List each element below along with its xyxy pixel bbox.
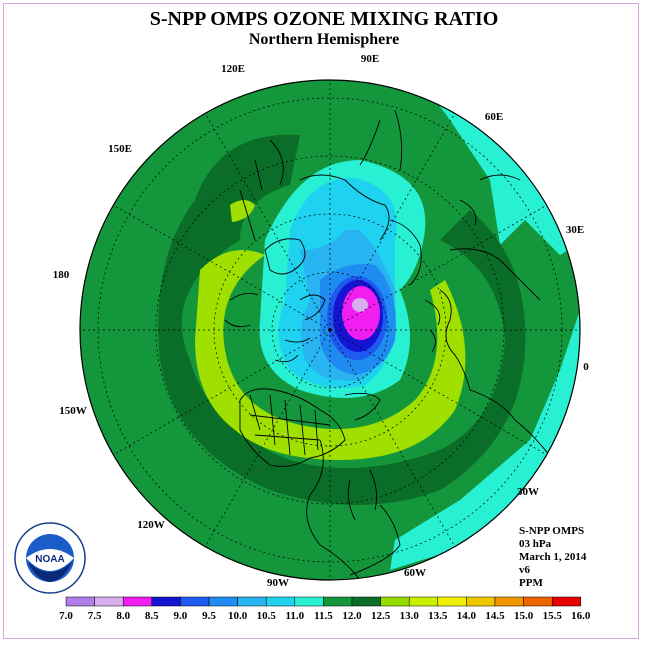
colorbar-swatch [323,596,353,607]
field-lavender [352,298,368,312]
colorbar-swatch [180,596,210,607]
info-units: PPM [519,577,543,589]
colorbar-tick-label: 9.5 [202,610,216,622]
field-lime-island [230,200,255,222]
lon-label-120w: 120W [137,519,165,531]
colorbar-swatch [494,596,524,607]
lon-label-120e: 120E [221,63,245,75]
colorbar-swatch [208,596,238,607]
colorbar-tick-label: 11.5 [314,610,333,622]
lon-label-60w: 60W [404,567,426,579]
colorbar-swatch [351,596,381,607]
coastlines [224,109,561,580]
lon-label-60e: 60E [485,111,503,123]
colorbar-tick-labels: 7.0 7.5 8.0 8.5 9.0 9.5 10.0 10.5 11.0 11.5 12.0 12… [59,610,591,622]
logo-text: NOAA [35,554,64,565]
ozone-field [80,80,580,580]
lon-label-90e: 90E [361,53,379,65]
info-block: S-NPP OMPS 03 hPa March 1, 2014 v6 PPM [519,525,586,590]
colorbar-tick-label: 7.5 [88,610,102,622]
lon-label-30e: 30E [566,224,584,236]
colorbar-tick-label: 13.0 [400,610,420,622]
colorbar-swatch [122,596,153,607]
info-instrument: S-NPP OMPS [519,525,585,537]
graticule [80,80,580,580]
lon-label-180: 180 [53,269,70,281]
colorbar-tick-label: 13.5 [428,610,448,622]
colorbar-swatch [551,596,582,607]
map-title: S-NPP OMPS OZONE MIXING RATIO [149,8,499,30]
colorbar-tick-label: 15.5 [543,610,563,622]
colorbar-tick-label: 16.0 [571,610,591,622]
colorbar-swatch [408,596,439,607]
noaa-logo: NOAA [14,522,86,594]
colorbar-tick-label: 14.5 [485,610,505,622]
logo-bird-shape [26,549,74,571]
field-magenta [342,286,380,340]
lon-label-150e: 150E [108,143,132,155]
lon-label-150w: 150W [59,405,87,417]
colorbar: 7.0 7.5 8.0 8.5 9.0 9.5 10.0 10.5 11.0 11.5 12.0 12… [59,596,591,622]
lon-label-30w: 30W [517,486,539,498]
colorbar-tick-label: 9.0 [174,610,188,622]
colorbar-swatch [237,596,267,607]
colorbar-tick-label: 10.0 [228,610,248,622]
info-date: March 1, 2014 [519,551,587,563]
colorbar-tick-label: 8.0 [116,610,130,622]
colorbar-swatch [65,596,95,607]
field-lime-ring [195,250,466,460]
colorbar-swatch [265,596,296,607]
colorbar-swatch [151,596,181,607]
colorbar-swatch [94,596,124,607]
colorbar-swatch [380,596,410,607]
globe-outline [79,79,581,581]
logo-lower-wave [28,562,72,582]
lon-label-0: 0 [583,361,589,373]
colorbar-swatches [65,596,582,607]
colorbar-tick-label: 12.5 [371,610,391,622]
colorbar-swatch [466,596,496,607]
colorbar-tick-label: 11.0 [285,610,304,622]
colorbar-swatch [523,596,553,607]
colorbar-tick-label: 12.0 [342,610,362,622]
info-version: v6 [519,564,530,576]
colorbar-tick-label: 10.5 [257,610,277,622]
colorbar-tick-label: 8.5 [145,610,159,622]
colorbar-tick-label: 14.0 [457,610,477,622]
map-subtitle: Northern Hemisphere [248,31,400,48]
figure-frame [3,3,639,639]
colorbar-tick-label: 15.0 [514,610,534,622]
lon-label-90w: 90W [267,577,289,589]
colorbar-swatch [437,596,467,607]
info-pressure-level: 03 hPa [519,538,552,550]
field-cyan-southeast [390,310,580,570]
longitude-labels: 90E 60E 30E 0 30W 60W 90W 120W 150W 180 … [53,53,590,589]
colorbar-swatch [294,596,324,607]
colorbar-tick-label: 7.0 [59,610,73,622]
